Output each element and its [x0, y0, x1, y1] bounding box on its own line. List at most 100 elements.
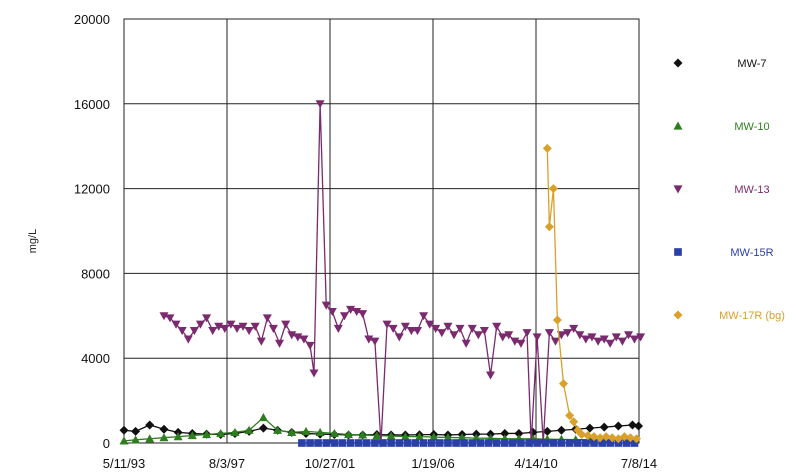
data-point — [622, 439, 631, 447]
data-point — [183, 335, 193, 344]
legend-label: MW-17R (bg) — [719, 310, 785, 322]
data-point — [585, 423, 595, 433]
data-point — [287, 331, 297, 340]
plot-frame — [123, 18, 640, 444]
data-point — [581, 439, 590, 447]
data-point — [230, 427, 240, 436]
y-axis-ticks: 0 4000 8000 12000 16000 20000 — [74, 12, 110, 451]
data-point — [492, 322, 502, 331]
data-point — [387, 439, 395, 447]
data-point — [544, 222, 554, 232]
data-point — [309, 369, 319, 378]
data-point — [370, 337, 380, 346]
data-point — [293, 333, 303, 342]
data-point — [492, 439, 501, 447]
data-point — [358, 430, 368, 439]
data-point — [165, 314, 175, 323]
data-point — [258, 423, 268, 433]
data-point — [605, 339, 615, 348]
data-point — [563, 329, 573, 338]
data-point — [429, 432, 439, 441]
series-layer — [119, 100, 646, 448]
data-point — [386, 431, 396, 440]
data-point — [425, 320, 435, 329]
data-point — [173, 432, 183, 441]
data-point — [232, 324, 242, 334]
y-tick-label: 0 — [103, 436, 110, 451]
data-point — [486, 371, 496, 380]
data-point — [371, 439, 379, 447]
data-point — [590, 439, 598, 447]
data-point — [617, 337, 627, 346]
data-point — [339, 312, 349, 321]
data-point — [467, 324, 477, 334]
data-point — [455, 324, 465, 334]
data-point — [321, 301, 331, 310]
data-point — [400, 322, 410, 331]
data-point — [443, 322, 453, 331]
data-point — [569, 324, 579, 334]
data-point — [315, 427, 325, 436]
data-point — [508, 439, 517, 447]
data-point — [298, 439, 306, 447]
data-point — [400, 432, 410, 441]
data-point — [406, 327, 416, 336]
data-point — [202, 314, 212, 323]
data-point — [500, 439, 509, 447]
data-point — [558, 379, 568, 389]
series-mw-13 — [159, 100, 646, 448]
data-point — [573, 439, 582, 447]
data-point — [354, 439, 363, 447]
data-point — [548, 184, 558, 194]
data-point — [419, 439, 428, 447]
data-point — [525, 439, 533, 447]
data-point — [299, 335, 309, 344]
data-point — [587, 333, 597, 342]
data-point — [437, 329, 447, 338]
data-point — [476, 439, 485, 447]
data-point — [171, 320, 181, 329]
data-point — [216, 428, 226, 438]
data-point — [533, 439, 541, 447]
data-point — [344, 430, 354, 439]
data-point — [565, 439, 574, 447]
series-mw-15r — [298, 439, 639, 447]
legend-marker — [673, 121, 683, 130]
data-point — [435, 439, 444, 447]
data-point — [541, 439, 550, 447]
data-point — [542, 143, 552, 153]
data-point — [346, 305, 356, 314]
data-point — [595, 433, 605, 443]
legend-marker — [673, 58, 683, 68]
data-point — [301, 426, 311, 435]
x-tick-label: 10/27/01 — [305, 456, 356, 471]
data-point — [411, 439, 420, 447]
data-point — [379, 439, 387, 447]
y-tick-label: 12000 — [74, 182, 110, 197]
data-point — [444, 439, 452, 447]
data-point — [275, 339, 285, 348]
legend-label: MW-10 — [734, 121, 769, 133]
data-point — [364, 335, 374, 344]
data-point — [412, 327, 422, 336]
y-tick-label: 20000 — [74, 12, 110, 27]
data-point — [305, 341, 315, 350]
data-point — [468, 439, 477, 447]
data-point — [258, 413, 268, 422]
data-point — [473, 331, 483, 340]
data-point — [159, 312, 169, 321]
y-tick-label: 16000 — [74, 97, 110, 112]
data-point — [630, 439, 639, 447]
legend-label: MW-7 — [737, 58, 766, 70]
data-point — [159, 433, 169, 442]
data-point — [484, 439, 493, 447]
data-point — [119, 425, 129, 435]
data-point — [625, 433, 635, 443]
data-point — [372, 431, 382, 440]
data-point — [460, 439, 468, 447]
data-point — [607, 433, 617, 443]
legend-marker — [674, 248, 682, 256]
data-point — [449, 331, 459, 340]
data-point — [314, 439, 322, 447]
